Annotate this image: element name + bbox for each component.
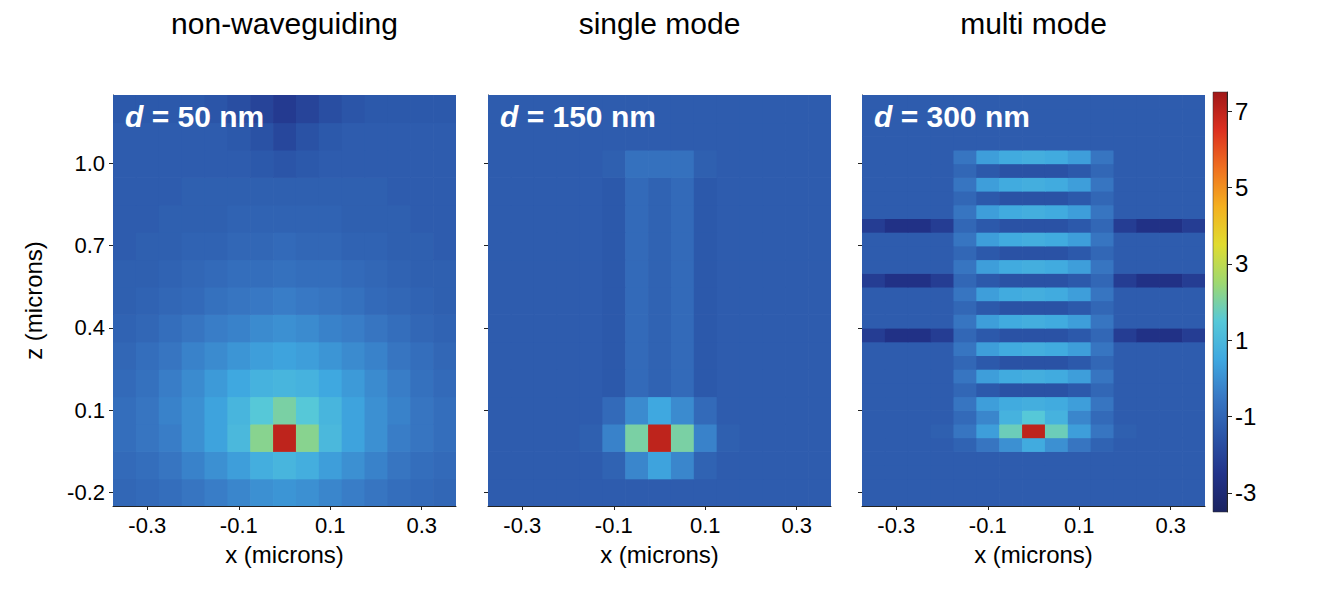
svg-text:0.4: 0.4 [74,315,105,340]
svg-text:-0.1: -0.1 [595,513,633,538]
svg-text:0.1: 0.1 [315,513,346,538]
svg-text:-0.1: -0.1 [220,513,258,538]
svg-text:d: d [125,100,144,133]
svg-text:z (microns): z (microns) [20,241,47,360]
svg-text:0.3: 0.3 [406,513,437,538]
svg-text:-0.3: -0.3 [503,513,541,538]
svg-text:single mode: single mode [579,7,741,40]
svg-text:x (microns): x (microns) [225,541,344,568]
svg-text:0.1: 0.1 [74,398,105,423]
svg-text:= 50 nm: = 50 nm [143,100,264,133]
svg-text:-0.1: -0.1 [969,513,1007,538]
svg-text:5: 5 [1235,174,1248,201]
svg-text:x (microns): x (microns) [600,541,719,568]
svg-text:-0.2: -0.2 [67,480,105,505]
svg-text:0.3: 0.3 [781,513,812,538]
svg-text:-0.3: -0.3 [128,513,166,538]
svg-text:0.1: 0.1 [1064,513,1095,538]
svg-text:7: 7 [1235,98,1248,125]
svg-text:3: 3 [1235,250,1248,277]
svg-text:-1: -1 [1235,403,1256,430]
svg-text:d: d [500,100,519,133]
svg-text:non-waveguiding: non-waveguiding [171,7,398,40]
svg-text:x (microns): x (microns) [974,541,1093,568]
svg-text:= 150 nm: = 150 nm [518,100,656,133]
svg-text:1.0: 1.0 [74,151,105,176]
svg-text:1: 1 [1235,327,1248,354]
svg-text:-3: -3 [1235,479,1256,506]
svg-text:-0.3: -0.3 [877,513,915,538]
svg-text:0.7: 0.7 [74,233,105,258]
svg-text:d: d [874,100,893,133]
svg-text:= 300 nm: = 300 nm [892,100,1030,133]
svg-text:0.1: 0.1 [690,513,721,538]
svg-text:0.3: 0.3 [1155,513,1186,538]
svg-text:multi mode: multi mode [960,7,1107,40]
